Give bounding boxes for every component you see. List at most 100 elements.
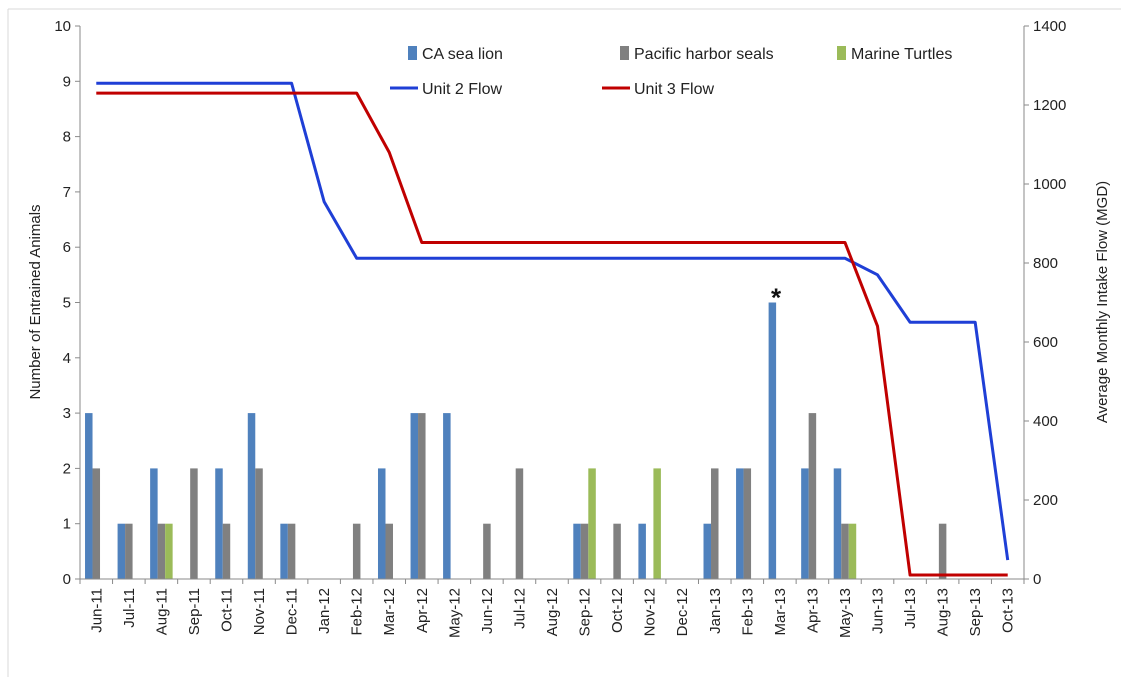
- bar-ca-sea-lion-jun-11: [85, 413, 93, 579]
- x-tick-label-apr-12: Apr-12: [414, 588, 431, 633]
- bar-ca-sea-lion-jul-11: [117, 523, 126, 579]
- bar-marine-turtles-aug-11: [165, 523, 173, 579]
- annotation-group: *: [771, 283, 782, 313]
- x-tick-label-dec-11: Dec-11: [284, 588, 301, 635]
- y-axis-right-ticks: 0 200 400 600 800 1000 1200 1400: [1024, 18, 1066, 588]
- y-tick-left-label: 4: [63, 350, 71, 367]
- y-tick-left-label: 6: [63, 239, 71, 256]
- y-tick-right-label: 0: [1033, 571, 1041, 588]
- y-tick-left-label: 10: [54, 18, 71, 35]
- legend-label-marine-turtles: Marine Turtles: [851, 46, 952, 63]
- x-tick-label-mar-12: Mar-12: [381, 588, 398, 636]
- y-tick-left-label: 1: [63, 516, 71, 533]
- bar-ca-sea-lion-nov-12: [638, 523, 646, 579]
- x-tick-label-jul-13: Jul-13: [902, 588, 919, 629]
- bar-ca-sea-lion-may-13: [833, 468, 842, 579]
- bar-pacific-harbor-seals-feb-13: [743, 468, 752, 579]
- bar-marine-turtles-sep-12: [588, 468, 596, 579]
- x-tick-label-jan-12: Jan-12: [316, 588, 333, 634]
- x-tick-label-jan-13: Jan-13: [707, 588, 724, 634]
- y-axis-left-title: Number of Entrained Animals: [27, 204, 44, 399]
- x-tick-label-nov-12: Nov-12: [642, 588, 659, 636]
- y-axis-left-ticks: 0 1 2 3 4 5 6 7 8 9 10: [54, 18, 80, 588]
- x-tick-label-apr-13: Apr-13: [804, 588, 821, 633]
- y-axis-right-title: Average Monthly Intake Flow (MGD): [1094, 181, 1111, 423]
- y-tick-left-label: 5: [63, 295, 71, 312]
- line-unit-3-flow: [96, 91, 1008, 577]
- bar-pacific-harbor-seals-dec-11: [287, 523, 296, 579]
- legend-label-unit-2-flow: Unit 2 Flow: [422, 81, 502, 98]
- bar-group: [85, 302, 947, 579]
- bar-pacific-harbor-seals-aug-11: [157, 523, 166, 579]
- y-tick-left-label: 9: [63, 73, 71, 90]
- bar-pacific-harbor-seals-aug-13: [938, 523, 947, 579]
- y-tick-left-label: 2: [63, 460, 71, 477]
- bar-pacific-harbor-seals-jul-11: [125, 523, 133, 579]
- legend-label-unit-3-flow: Unit 3 Flow: [634, 81, 714, 98]
- bar-ca-sea-lion-oct-11: [215, 468, 223, 579]
- bar-pacific-harbor-seals-jul-12: [515, 468, 524, 579]
- y-tick-left-label: 3: [63, 405, 71, 422]
- x-tick-label-feb-13: Feb-13: [739, 588, 756, 636]
- bar-ca-sea-lion-mar-13: [768, 302, 777, 579]
- x-tick-label-may-12: May-12: [446, 588, 463, 638]
- legend-swatch-marine-turtles: [837, 46, 846, 60]
- x-tick-label-jul-12: Jul-12: [511, 588, 528, 629]
- bar-ca-sea-lion-nov-11: [247, 413, 256, 579]
- bar-ca-sea-lion-sep-12: [573, 523, 581, 579]
- x-tick-label-jun-13: Jun-13: [870, 588, 887, 634]
- bar-marine-turtles-nov-12: [653, 468, 661, 579]
- y-tick-right-label: 1000: [1033, 176, 1066, 193]
- bar-pacific-harbor-seals-jun-12: [483, 523, 491, 579]
- x-tick-label-may-13: May-13: [837, 588, 854, 638]
- x-tick-label-dec-12: Dec-12: [674, 588, 691, 636]
- x-tick-label-sep-12: Sep-12: [577, 588, 594, 636]
- y-tick-right-label: 400: [1033, 413, 1058, 430]
- legend-label-ca-sea-lion: CA sea lion: [422, 46, 503, 63]
- bar-pacific-harbor-seals-apr-13: [808, 413, 817, 579]
- y-tick-left-label: 0: [63, 571, 71, 588]
- bar-pacific-harbor-seals-apr-12: [418, 413, 426, 579]
- y-tick-left-label: 8: [63, 129, 71, 146]
- legend-swatch-ca-sea-lion: [408, 46, 417, 60]
- y-tick-right-label: 200: [1033, 492, 1058, 509]
- bar-ca-sea-lion-dec-11: [280, 523, 288, 579]
- x-tick-label-feb-12: Feb-12: [349, 588, 366, 636]
- x-tick-label-aug-12: Aug-12: [544, 588, 561, 636]
- flow-lines-group: [96, 81, 1010, 577]
- x-tick-label-oct-11: Oct-11: [218, 588, 235, 632]
- bar-pacific-harbor-seals-oct-11: [222, 523, 231, 579]
- legend-label-pacific-harbor-seals: Pacific harbor seals: [634, 46, 774, 63]
- bar-pacific-harbor-seals-sep-11: [190, 468, 198, 579]
- x-tick-label-sep-13: Sep-13: [967, 588, 984, 636]
- x-tick-label-jun-12: Jun-12: [479, 588, 496, 634]
- bar-ca-sea-lion-mar-12: [377, 468, 386, 579]
- bar-ca-sea-lion-apr-12: [410, 413, 419, 579]
- annotation-asterisk: *: [771, 283, 782, 313]
- bar-marine-turtles-may-13: [848, 523, 857, 579]
- bar-ca-sea-lion-feb-13: [736, 468, 744, 579]
- bar-pacific-harbor-seals-sep-12: [580, 523, 589, 579]
- bar-pacific-harbor-seals-mar-12: [385, 523, 393, 579]
- legend: CA sea lion Pacific harbor seals Marine …: [390, 46, 952, 98]
- x-axis-ticks: Jun-11 Jul-11 Aug-11 Sep-11 Oct-11 Nov-11 Dec-…: [79, 579, 1025, 638]
- x-tick-label-oct-13: Oct-13: [1000, 588, 1017, 633]
- bar-ca-sea-lion-aug-11: [150, 468, 158, 579]
- line-unit-2-flow: [96, 81, 1010, 561]
- y-tick-right-label: 600: [1033, 334, 1058, 351]
- y-tick-right-label: 1200: [1033, 97, 1066, 114]
- x-tick-label-sep-11: Sep-11: [186, 588, 203, 635]
- legend-swatch-pacific-harbor-seals: [620, 46, 629, 60]
- bar-pacific-harbor-seals-may-13: [841, 523, 849, 579]
- y-tick-left-label: 7: [63, 184, 71, 201]
- bar-ca-sea-lion-may-12: [443, 413, 451, 579]
- bar-pacific-harbor-seals-feb-12: [352, 523, 361, 579]
- bar-pacific-harbor-seals-jun-11: [92, 468, 101, 579]
- x-tick-label-oct-12: Oct-12: [609, 588, 626, 633]
- y-tick-right-label: 800: [1033, 255, 1058, 272]
- bar-pacific-harbor-seals-oct-12: [613, 523, 621, 579]
- bar-pacific-harbor-seals-nov-11: [255, 468, 263, 579]
- bar-ca-sea-lion-apr-13: [801, 468, 809, 579]
- x-tick-label-mar-13: Mar-13: [772, 588, 789, 636]
